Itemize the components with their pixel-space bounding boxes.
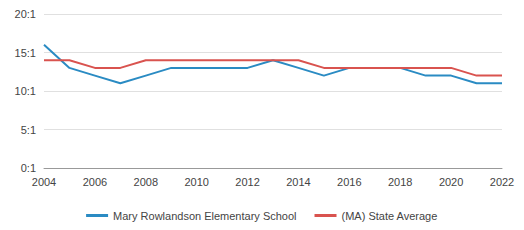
svg-text:2012: 2012 bbox=[235, 176, 259, 188]
svg-text:(MA) State Average: (MA) State Average bbox=[342, 210, 438, 222]
svg-text:2014: 2014 bbox=[286, 176, 310, 188]
svg-text:20:1: 20:1 bbox=[15, 8, 36, 20]
svg-text:2006: 2006 bbox=[83, 176, 107, 188]
svg-text:2008: 2008 bbox=[134, 176, 158, 188]
svg-text:10:1: 10:1 bbox=[15, 85, 36, 97]
svg-text:15:1: 15:1 bbox=[15, 47, 36, 59]
svg-text:Mary Rowlandson Elementary Sch: Mary Rowlandson Elementary School bbox=[113, 210, 296, 222]
svg-text:0:1: 0:1 bbox=[21, 162, 36, 174]
svg-text:2020: 2020 bbox=[439, 176, 463, 188]
svg-text:2016: 2016 bbox=[337, 176, 361, 188]
svg-text:2004: 2004 bbox=[32, 176, 56, 188]
svg-text:2018: 2018 bbox=[388, 176, 412, 188]
svg-text:2022: 2022 bbox=[490, 176, 514, 188]
svg-text:5:1: 5:1 bbox=[21, 124, 36, 136]
svg-text:2010: 2010 bbox=[184, 176, 208, 188]
